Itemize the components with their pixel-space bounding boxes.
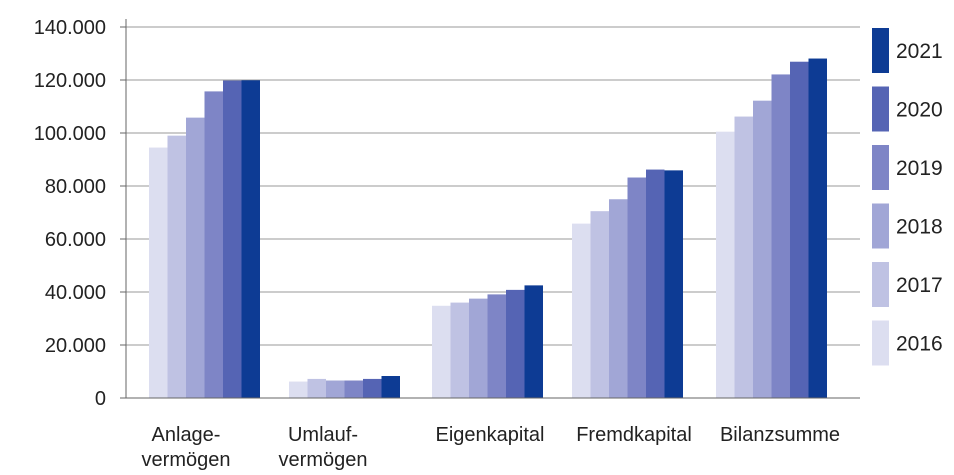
legend-label: 2016 [896,333,943,356]
y-tick-label: 100.000 [34,123,106,145]
y-tick-label: 140.000 [34,17,106,39]
legend-swatch [872,86,889,132]
legend-label: 2017 [896,274,943,297]
bar [487,294,506,398]
y-tick-label: 0 [95,388,106,410]
y-tick-label: 80.000 [45,176,106,198]
y-tick-labels: 0 20.000 40.000 60.000 80.000 100.000 120.000 1… [34,17,106,410]
bar [716,131,735,399]
bar [664,170,683,398]
legend-swatch [872,203,889,249]
legend-label: 2018 [896,216,943,239]
y-tick-label: 40.000 [45,282,106,304]
bar [223,80,242,398]
bar [753,100,772,399]
bar [363,378,382,398]
bar [524,285,543,398]
bar [572,223,591,398]
bar [167,135,186,398]
y-tick-label: 20.000 [45,335,106,357]
bar [450,302,469,398]
legend-label: 2020 [896,99,943,122]
legend: 2021 2020 2019 2018 2017 2016 [872,28,943,366]
y-tick-label: 120.000 [34,70,106,92]
x-category-labels: Anlage-vermögen Umlauf-vermögen Eigenkapit… [142,424,840,471]
bar [790,61,809,399]
bar [344,380,363,398]
bars [149,58,827,399]
x-category-label: Umlauf-vermögen [279,424,368,471]
bar [204,91,223,399]
legend-label: 2021 [896,40,943,63]
bar [432,305,451,398]
bar [241,80,260,398]
bar [506,289,525,398]
legend-swatch [872,320,889,366]
legend-swatch [872,145,889,190]
y-tick-label: 60.000 [45,229,106,251]
axes [120,19,860,399]
x-category-label: Fremdkapital [576,424,692,446]
legend-swatch [872,262,889,307]
legend-label: 2019 [896,157,943,180]
bar [381,376,400,398]
bar [808,58,827,398]
bar [771,74,790,398]
x-category-label: Eigenkapital [436,424,545,446]
bar [734,116,753,398]
bar [326,380,345,398]
bar [307,378,326,398]
x-category-label: Bilanzsumme [720,424,840,446]
bar [609,199,628,398]
legend-swatch [872,28,889,73]
bar [289,381,308,398]
x-category-label: Anlage-vermögen [142,424,231,471]
bar [149,147,168,398]
bar [469,298,488,398]
bar [646,169,665,398]
bar [590,211,609,398]
bar [627,177,646,398]
bar [186,117,205,398]
